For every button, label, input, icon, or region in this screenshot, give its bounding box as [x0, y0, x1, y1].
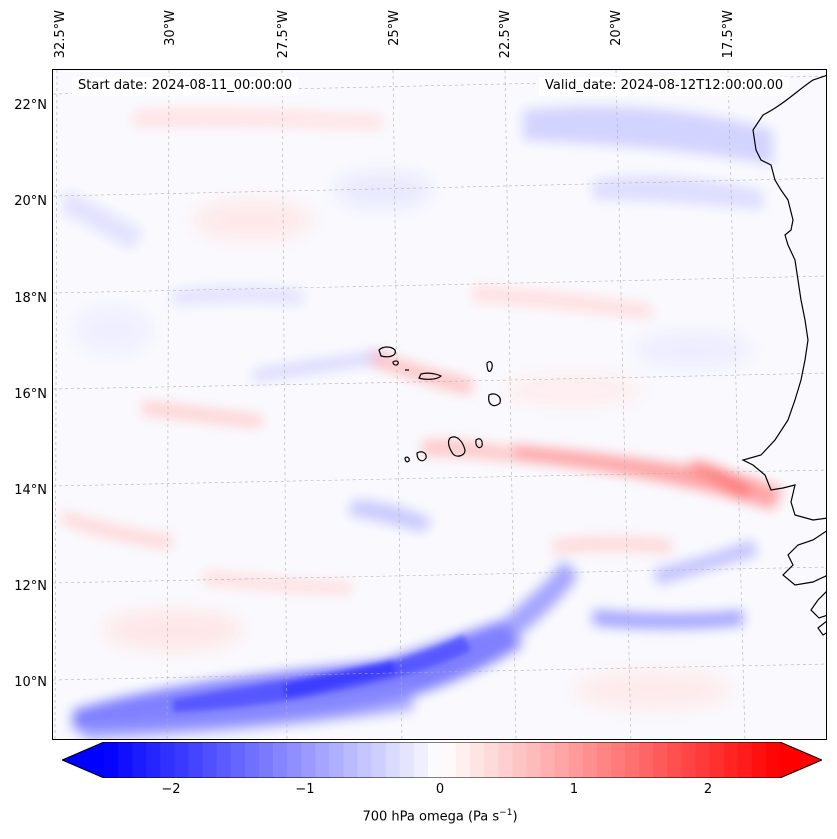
- colorbar-segment: [765, 742, 781, 778]
- colorbar-segment: [244, 742, 260, 778]
- colorbar-segment: [258, 742, 274, 778]
- santiago-island: [447, 436, 466, 457]
- lat-label-16n: 16°N: [14, 387, 47, 402]
- colorbar-segment: [751, 742, 767, 778]
- colorbar-tick-label-2: 2: [703, 782, 713, 797]
- africa-coastline: [741, 75, 826, 521]
- africa-coastline-south: [782, 530, 826, 586]
- lat-label-20n: 20°N: [14, 194, 47, 209]
- valid-date-annotation: Valid_date: 2024-08-12T12:00:00.00: [539, 77, 790, 96]
- colorbar-extend-low: [62, 742, 104, 778]
- colorbar-segment: [188, 742, 204, 778]
- colorbar-segments: [62, 742, 822, 778]
- colorbar-segment: [427, 742, 443, 778]
- colorbar-segment: [273, 742, 288, 778]
- colorbar-segment: [540, 742, 556, 778]
- lon-label-20w: 20°W: [609, 10, 624, 46]
- colorbar-segment: [399, 742, 415, 778]
- colorbar-segment: [146, 742, 161, 778]
- colorbar-segment: [512, 742, 528, 778]
- colorbar-tick-label-1: 1: [569, 782, 579, 797]
- colorbar-segment: [596, 742, 612, 778]
- colorbar-segment: [625, 742, 640, 778]
- colorbar-segment: [216, 742, 232, 778]
- colorbar-tick-label-minus1: −1: [295, 782, 315, 797]
- santo-antao-island: [378, 346, 396, 358]
- colorbar-segment: [639, 742, 654, 778]
- colorbar-segment: [371, 742, 387, 778]
- fogo-island: [416, 451, 427, 462]
- lat-label-22n: 22°N: [14, 98, 47, 113]
- colorbar-segment: [470, 742, 485, 778]
- lon-label-30w: 30°W: [163, 10, 178, 46]
- positive-omega-field: [63, 107, 783, 595]
- lon-label-32.5w: 32.5°W: [53, 10, 68, 59]
- colorbar-segment: [230, 742, 246, 778]
- colorbar-segment: [132, 742, 147, 778]
- sao-nicolau-island: [418, 372, 443, 380]
- colorbar-segment: [737, 742, 753, 778]
- colorbar-segment: [653, 742, 668, 778]
- brava-island: [404, 456, 410, 463]
- light-noise-field: [73, 172, 753, 710]
- colorbar-segment: [442, 742, 457, 778]
- colorbar-segment: [526, 742, 542, 778]
- lon-label-25w: 25°W: [387, 10, 402, 46]
- colorbar-segment: [611, 742, 626, 778]
- colorbar-tick-label-0: 0: [435, 782, 445, 797]
- lon-label-22.5w: 22.5°W: [498, 10, 513, 59]
- colorbar-segment: [413, 742, 429, 778]
- lat-label-18n: 18°N: [14, 291, 47, 306]
- sao-vicente-island: [392, 360, 399, 366]
- boa-vista-island: [488, 393, 501, 407]
- colorbar-segment: [357, 742, 373, 778]
- colorbar-extend-high: [780, 742, 822, 778]
- colorbar-segment: [709, 742, 725, 778]
- lat-label-12n: 12°N: [14, 579, 47, 594]
- colorbar-segment: [456, 742, 471, 778]
- colorbar-tick-label-minus2: −2: [161, 782, 181, 797]
- negative-omega-cores: [173, 635, 471, 712]
- colorbar-title-suffix: ): [512, 809, 518, 825]
- colorbar-segment: [681, 742, 697, 778]
- colorbar-segment: [174, 742, 190, 778]
- sal-island: [486, 361, 493, 373]
- gridlines: [53, 70, 826, 739]
- lat-label-14n: 14°N: [14, 483, 47, 498]
- colorbar-segment: [160, 742, 176, 778]
- lon-label-27.5w: 27.5°W: [276, 10, 291, 59]
- colorbar-segment: [484, 742, 499, 778]
- colorbar-segment: [498, 742, 514, 778]
- omega-field-map: [53, 70, 826, 739]
- colorbar-segment: [104, 742, 119, 778]
- colorbar-segment: [287, 742, 302, 778]
- colorbar-segment: [343, 742, 359, 778]
- colorbar-segment: [723, 742, 739, 778]
- colorbar-segment: [554, 742, 570, 778]
- colorbar: [62, 742, 822, 778]
- colorbar-segment: [315, 742, 330, 778]
- colorbar-segment: [568, 742, 584, 778]
- coastlines: [378, 75, 826, 636]
- colorbar-segment: [667, 742, 683, 778]
- colorbar-segment: [582, 742, 598, 778]
- colorbar-segment: [301, 742, 316, 778]
- lon-label-17.5w: 17.5°W: [721, 10, 736, 59]
- map-panel: [52, 69, 827, 740]
- colorbar-segment: [695, 742, 711, 778]
- colorbar-title-prefix: 700 hPa omega (Pa s: [362, 809, 500, 825]
- maio-island: [475, 438, 483, 449]
- colorbar-title: 700 hPa omega (Pa s−1): [362, 808, 517, 824]
- colorbar-segment: [385, 742, 401, 778]
- colorbar-segment: [329, 742, 345, 778]
- lat-label-10n: 10°N: [14, 675, 47, 690]
- colorbar-segment: [202, 742, 218, 778]
- start-date-annotation: Start date: 2024-08-11_00:00:00: [72, 77, 299, 96]
- colorbar-title-exponent: −1: [499, 808, 513, 818]
- colorbar-segment: [118, 742, 133, 778]
